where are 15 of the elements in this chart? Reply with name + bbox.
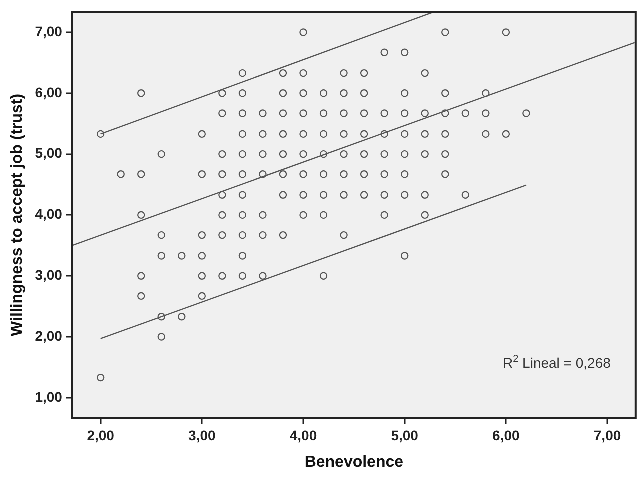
y-tick-label: 2,00 bbox=[35, 328, 63, 344]
y-axis-title: Willingness to accept job (trust) bbox=[9, 94, 26, 336]
x-tick-label: 7,00 bbox=[594, 427, 622, 444]
y-tick-label: 5,00 bbox=[35, 145, 63, 162]
x-tick-label: 5,00 bbox=[391, 427, 419, 444]
y-tick-label: 1,00 bbox=[35, 388, 63, 405]
x-tick-label: 4,00 bbox=[290, 427, 318, 444]
y-tick-label: 6,00 bbox=[35, 84, 63, 100]
x-tick-label: 2,00 bbox=[87, 427, 115, 444]
y-tick-label: 3,00 bbox=[35, 266, 63, 283]
x-tick-label: 3,00 bbox=[188, 427, 216, 444]
x-tick-label: 6,00 bbox=[492, 427, 520, 444]
y-tick-label: 4,00 bbox=[35, 206, 63, 222]
x-axis-title: Benevolence bbox=[304, 454, 404, 471]
y-tick-label: 7,00 bbox=[35, 23, 63, 40]
